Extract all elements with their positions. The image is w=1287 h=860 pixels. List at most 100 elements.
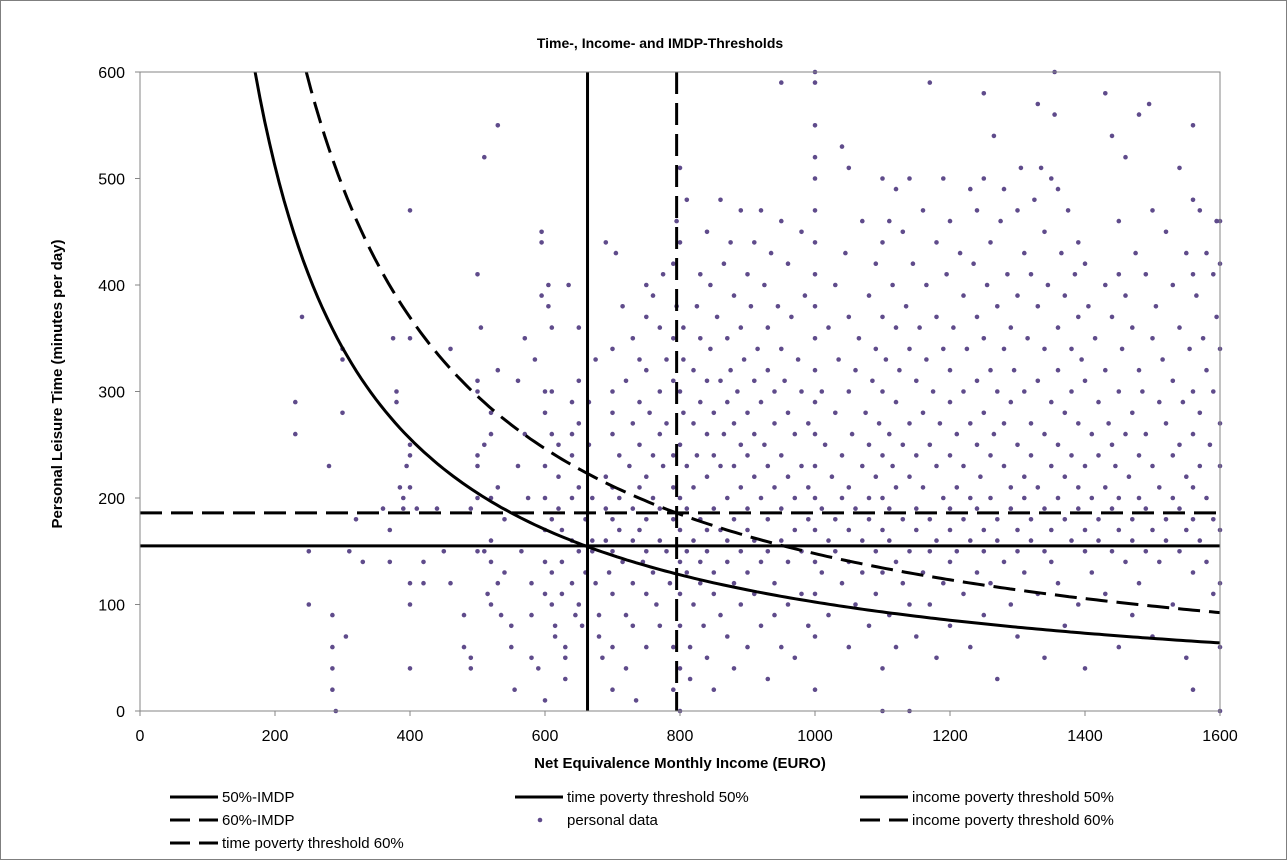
data-point bbox=[677, 389, 683, 394]
data-point bbox=[1190, 570, 1196, 575]
data-point bbox=[461, 644, 467, 650]
data-point bbox=[563, 644, 568, 650]
data-point bbox=[988, 453, 993, 458]
data-point bbox=[812, 591, 818, 597]
data-point bbox=[677, 165, 683, 171]
data-point bbox=[1136, 495, 1142, 501]
data-point bbox=[711, 410, 717, 416]
data-point bbox=[637, 527, 642, 533]
data-point bbox=[1211, 517, 1216, 522]
data-point bbox=[1038, 165, 1044, 171]
data-point bbox=[654, 602, 659, 607]
data-point bbox=[725, 634, 730, 639]
data-point bbox=[698, 336, 703, 341]
data-point bbox=[610, 431, 615, 437]
data-point bbox=[475, 272, 480, 277]
data-point bbox=[488, 559, 494, 565]
data-point bbox=[880, 527, 885, 533]
data-point bbox=[772, 421, 777, 426]
data-point bbox=[1177, 165, 1182, 171]
data-point bbox=[475, 495, 480, 501]
data-point bbox=[968, 495, 973, 501]
data-point bbox=[684, 570, 690, 575]
data-point bbox=[1146, 101, 1152, 107]
data-point bbox=[650, 453, 656, 458]
data-point bbox=[441, 549, 447, 554]
data-point bbox=[657, 623, 663, 629]
data-point bbox=[978, 474, 983, 480]
data-point bbox=[330, 644, 335, 650]
data-point bbox=[576, 549, 582, 554]
data-point bbox=[1082, 527, 1088, 533]
data-point bbox=[698, 580, 703, 586]
data-point bbox=[576, 602, 582, 607]
data-point bbox=[860, 570, 865, 575]
data-point bbox=[620, 304, 625, 309]
data-point bbox=[1116, 218, 1122, 224]
data-point bbox=[812, 80, 818, 85]
data-point bbox=[981, 612, 987, 618]
data-point bbox=[1042, 549, 1047, 554]
data-point bbox=[671, 517, 676, 522]
data-point bbox=[812, 304, 818, 309]
data-point bbox=[907, 346, 912, 352]
data-point bbox=[1116, 272, 1122, 277]
data-point bbox=[1082, 549, 1088, 554]
data-point bbox=[961, 293, 966, 298]
data-point bbox=[1140, 389, 1145, 394]
data-point bbox=[947, 367, 953, 373]
data-point bbox=[1028, 421, 1034, 426]
data-point bbox=[1109, 133, 1115, 139]
data-point bbox=[806, 421, 811, 426]
data-point bbox=[924, 282, 929, 288]
data-point bbox=[657, 389, 663, 394]
data-point bbox=[863, 410, 868, 416]
data-point bbox=[910, 261, 916, 267]
data-point bbox=[880, 176, 885, 181]
data-point bbox=[745, 272, 750, 277]
data-point bbox=[576, 325, 582, 330]
data-point bbox=[991, 133, 997, 139]
data-point bbox=[907, 421, 912, 426]
data-point bbox=[593, 357, 598, 362]
data-point bbox=[684, 197, 690, 203]
data-point bbox=[860, 463, 865, 469]
data-point bbox=[772, 612, 777, 618]
data-point bbox=[407, 336, 413, 341]
data-point bbox=[566, 282, 571, 288]
data-point bbox=[752, 431, 757, 437]
data-point bbox=[1062, 623, 1068, 629]
data-point bbox=[752, 474, 757, 480]
data-point bbox=[704, 474, 710, 480]
data-point bbox=[725, 538, 730, 543]
data-point bbox=[1032, 197, 1037, 203]
data-point bbox=[1082, 261, 1088, 267]
data-point bbox=[1143, 431, 1149, 437]
data-point bbox=[532, 357, 538, 362]
data-point bbox=[907, 474, 912, 480]
data-point bbox=[812, 463, 818, 469]
data-point bbox=[873, 474, 879, 480]
data-point bbox=[782, 378, 787, 384]
data-point bbox=[542, 591, 548, 597]
data-point bbox=[407, 442, 413, 448]
data-point bbox=[806, 517, 811, 522]
data-point bbox=[330, 687, 335, 692]
data-point bbox=[765, 676, 771, 682]
data-point bbox=[1184, 527, 1189, 533]
data-point bbox=[593, 580, 598, 586]
data-point bbox=[819, 570, 825, 575]
data-point bbox=[1008, 602, 1014, 607]
data-point bbox=[569, 399, 575, 405]
data-point bbox=[1211, 389, 1216, 394]
y-tick-label: 200 bbox=[98, 491, 125, 508]
data-point bbox=[718, 197, 723, 203]
data-point bbox=[725, 559, 730, 565]
data-point bbox=[826, 325, 831, 330]
imdp-curve bbox=[304, 71, 1221, 615]
data-point bbox=[630, 506, 636, 511]
data-point bbox=[698, 399, 703, 405]
data-point bbox=[1076, 314, 1081, 320]
data-point bbox=[1184, 250, 1189, 256]
data-point bbox=[549, 389, 555, 394]
